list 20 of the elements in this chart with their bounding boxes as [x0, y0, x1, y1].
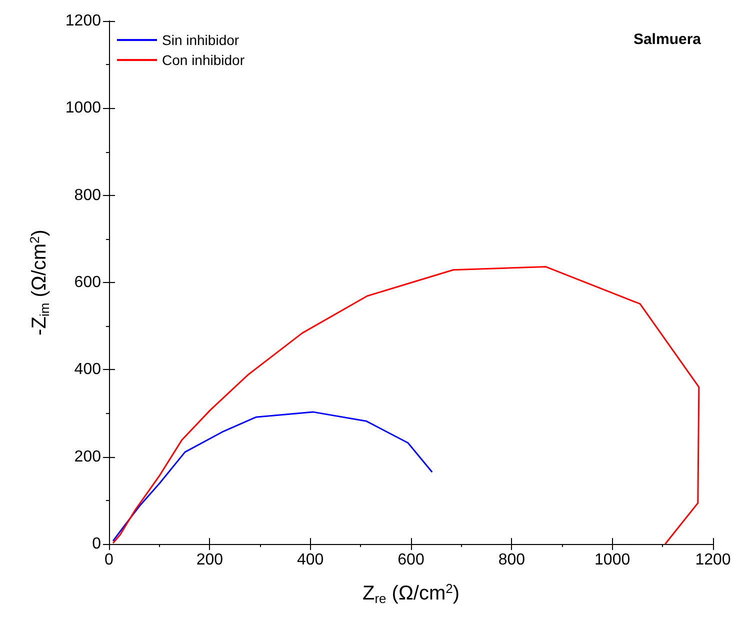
legend-label: Sin inhibidor	[162, 32, 240, 48]
y-axis-title: -Zim (Ω/cm2)	[27, 230, 52, 336]
y-tick-label: 800	[74, 186, 102, 204]
x-tick-label: 1000	[594, 552, 630, 568]
x-tick-label: 800	[498, 552, 526, 568]
x-tick-label: 0	[104, 552, 114, 568]
x-tick-label: 200	[196, 552, 224, 568]
x-tick-label: 1200	[695, 552, 731, 568]
annotation: Salmuera	[633, 31, 702, 48]
legend-label: Con inhibidor	[162, 52, 245, 68]
y-tick-label: 1000	[65, 100, 102, 117]
line-series	[112, 411, 433, 542]
y-tick-label: 1200	[65, 12, 102, 30]
line-series	[112, 266, 700, 545]
y-tick-label: 400	[74, 361, 102, 378]
x-tick-label: 600	[398, 552, 424, 568]
y-tick-label: 200	[74, 448, 102, 466]
y-tick-label: 600	[74, 274, 102, 291]
x-tick-label: 400	[296, 552, 324, 568]
y-tick-label: 0	[92, 536, 102, 552]
